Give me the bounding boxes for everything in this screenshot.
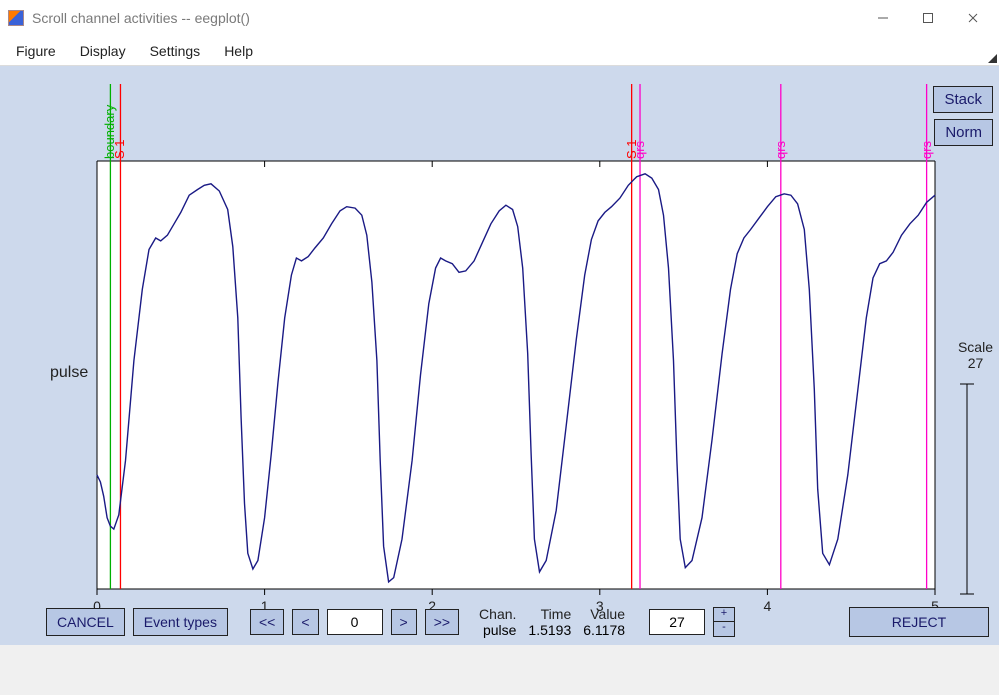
scale-plus-button[interactable]: + [713,607,735,622]
event-label: qrs [919,84,934,159]
rewind-button[interactable]: < [292,609,318,635]
scale-field[interactable]: 27 [649,609,705,635]
event-types-button[interactable]: Event types [133,608,228,636]
minimize-button[interactable] [860,4,905,32]
bottom-toolbar: CANCEL Event types << < 0 > >> Chan. Tim… [0,599,999,645]
maximize-button[interactable] [905,4,950,32]
position-field[interactable]: 0 [327,609,383,635]
hdr-chan: Chan. [479,606,516,622]
stack-button[interactable]: Stack [933,86,993,113]
hdr-value: Value [583,606,625,622]
window-title: Scroll channel activities -- eegplot() [32,10,860,26]
val-value: 6.1178 [583,622,625,638]
event-label: S 1 [112,84,127,159]
val-time: 1.5193 [528,622,571,638]
reject-button[interactable]: REJECT [849,607,989,637]
channel-label: pulse [50,364,88,382]
scale-minus-button[interactable]: - [713,622,735,637]
menu-bar: Figure Display Settings Help [0,36,999,66]
hdr-time: Time [528,606,571,622]
menu-settings[interactable]: Settings [138,38,213,64]
menu-display[interactable]: Display [68,38,138,64]
info-block: Chan. Time Value pulse 1.5193 6.1178 [479,606,625,638]
scale-title: Scale [958,339,993,355]
norm-button[interactable]: Norm [934,119,993,146]
close-button[interactable] [950,4,995,32]
plot-area: 012345 Stack Norm pulse Scale 27 boundar… [0,66,999,645]
window-controls [860,4,995,32]
val-chan: pulse [479,622,516,638]
forward-fast-button[interactable]: >> [425,609,459,635]
signal-chart[interactable]: 012345 [0,66,999,645]
scale-value-label: 27 [958,355,993,371]
rewind-fast-button[interactable]: << [250,609,284,635]
menu-figure[interactable]: Figure [4,38,68,64]
scale-label: Scale 27 [958,339,993,371]
corner-arrow-icon[interactable] [988,54,997,63]
title-bar: Scroll channel activities -- eegplot() [0,0,999,36]
cancel-button[interactable]: CANCEL [46,608,125,636]
event-label: qrs [632,84,647,159]
menu-help[interactable]: Help [212,38,265,64]
app-icon [8,10,24,26]
event-label: qrs [773,84,788,159]
forward-button[interactable]: > [391,609,417,635]
